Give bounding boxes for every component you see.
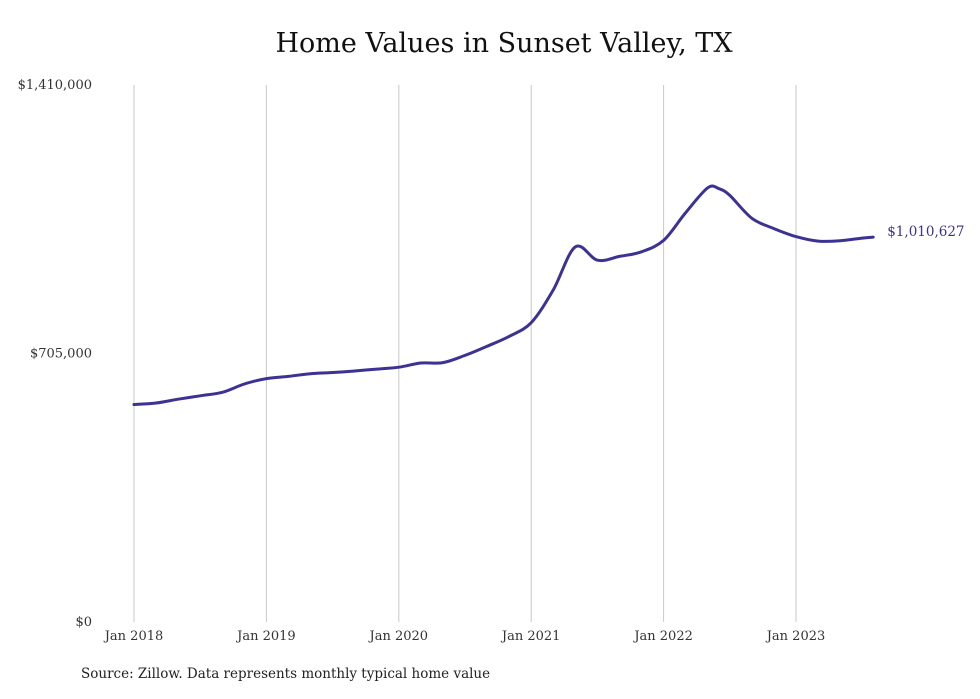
series-group: $1,010,627: [132, 184, 965, 406]
y-axis: $0 $705,000 $1,410,000: [18, 78, 92, 630]
y-tick-label: $1,410,000: [18, 78, 92, 93]
source-note: Source: Zillow. Data represents monthly …: [81, 666, 491, 682]
x-tick-label: Jan 2023: [765, 629, 826, 644]
grid-lines: [133, 85, 797, 622]
x-tick-label: Jan 2020: [368, 629, 429, 644]
x-tick-label: Jan 2019: [235, 629, 296, 644]
x-tick-label: Jan 2018: [103, 629, 164, 644]
chart-title: Home Values in Sunset Valley, TX: [275, 28, 733, 59]
y-tick-label: $705,000: [30, 347, 92, 362]
x-axis: Jan 2018 Jan 2019 Jan 2020 Jan 2021 Jan 2022…: [103, 629, 826, 644]
end-value-label: $1,010,627: [887, 224, 964, 240]
series-line: [132, 184, 875, 406]
x-tick-label: Jan 2021: [500, 629, 561, 644]
x-tick-label: Jan 2022: [632, 629, 693, 644]
y-tick-label: $0: [75, 615, 92, 630]
